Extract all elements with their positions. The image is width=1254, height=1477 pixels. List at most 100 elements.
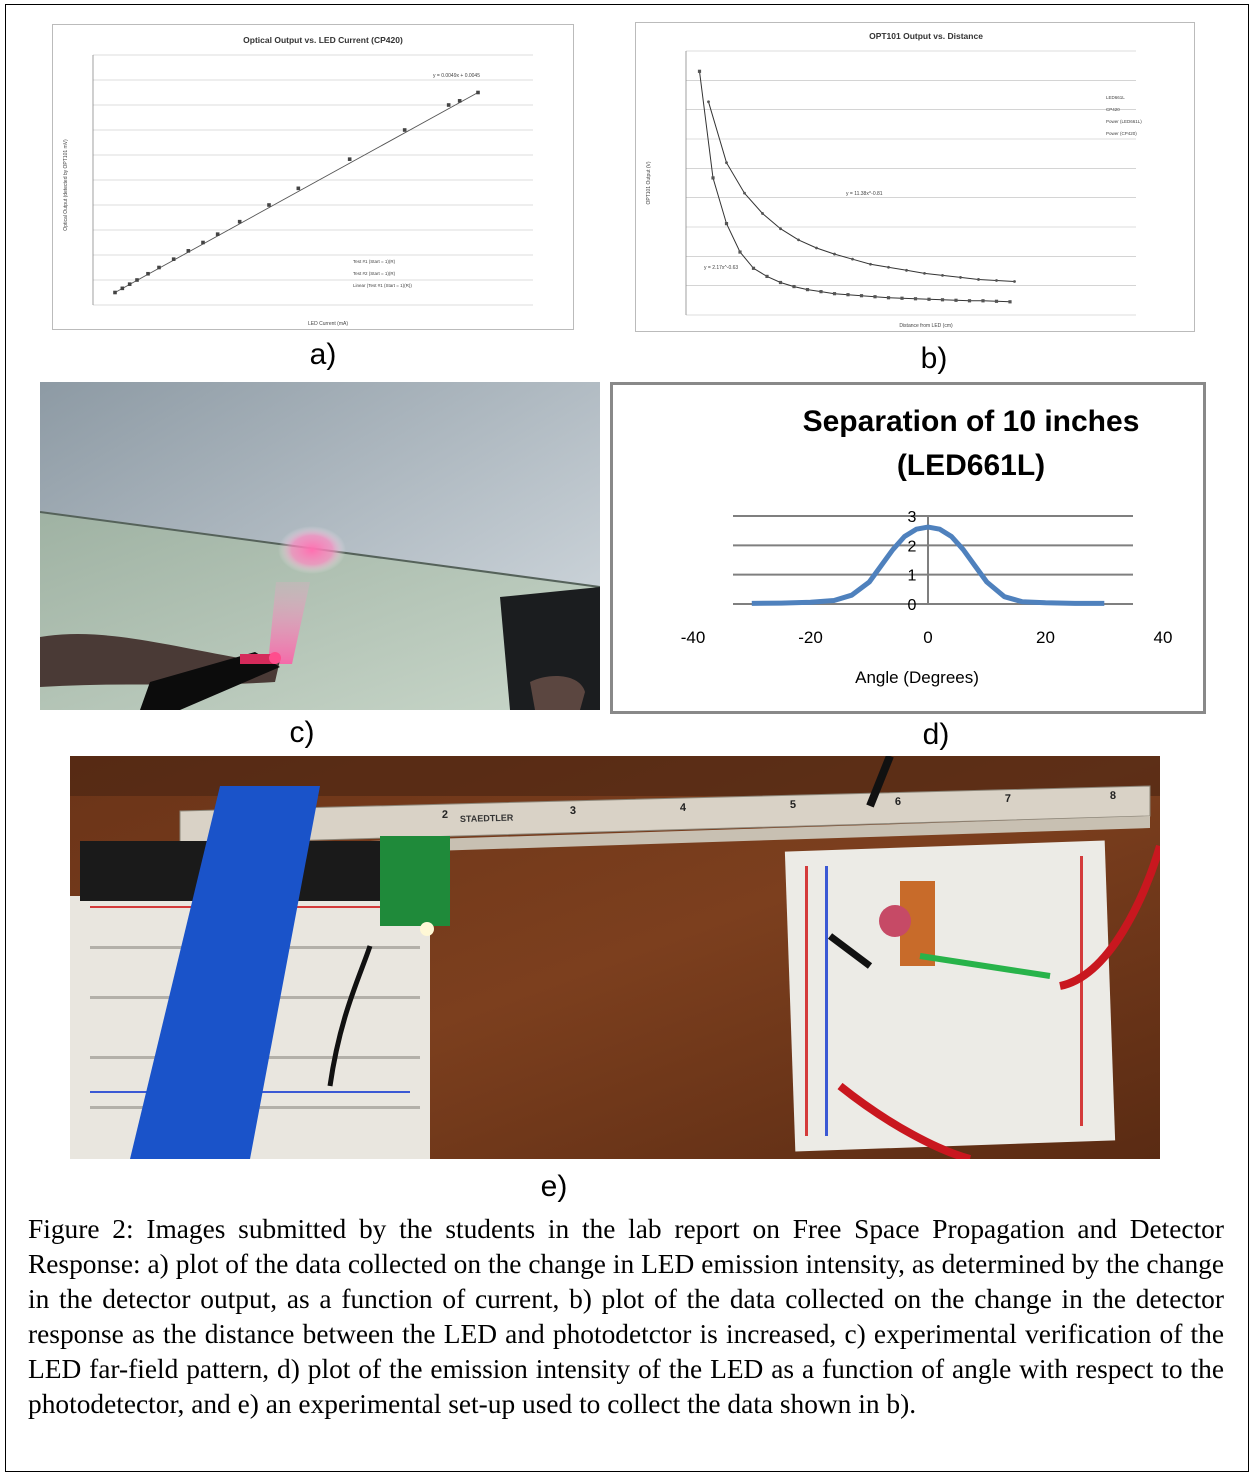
chart-b-point [959, 276, 962, 279]
chart-b-point [751, 266, 756, 270]
chart-a-point [215, 232, 220, 236]
photo-e-image: STAEDTLER 2 3 4 5 6 7 8 [70, 756, 1160, 1159]
chart-d-y-tick: 2 [908, 538, 917, 555]
blue-tape [130, 786, 320, 1159]
chart-d-svg: Separation of 10 inches (LED661L) Angle … [681, 405, 1173, 687]
chart-a-legend-1: Test #2 (Start = 1)(R) [353, 271, 396, 276]
chart-b-point [967, 299, 972, 303]
chart-a-trendline [114, 92, 479, 293]
chart-b-point [923, 271, 926, 275]
chart-a-point [127, 282, 132, 286]
chart-a-point [402, 128, 407, 132]
chart-b-point [887, 265, 890, 269]
chart-a-ylabel: Optical Output (detected by OPT101 mV) [63, 139, 69, 231]
chart-a-point [296, 186, 301, 191]
figure-frame [5, 4, 1249, 1472]
chart-a-point [237, 219, 242, 224]
chart-a-point [457, 99, 462, 103]
chart-b-point [761, 212, 764, 215]
chart-b-legend-1: CP420 [1106, 107, 1120, 112]
chart-a-point [186, 249, 191, 253]
panel-a-chart: Optical Output vs. LED Current (CP420) O… [52, 24, 574, 330]
chart-b-point [859, 294, 864, 298]
chart-b-point [1008, 300, 1012, 304]
chart-b-point [1013, 280, 1016, 283]
label-d: d) [922, 718, 950, 751]
chart-b-point [913, 297, 918, 301]
chart-d-x-tick: -20 [798, 628, 823, 647]
chart-b-point [819, 290, 823, 294]
chart-b-point [779, 227, 782, 231]
chart-b-point [977, 278, 980, 281]
chart-b-point [940, 298, 945, 302]
chart-d-x-tick: 0 [923, 628, 932, 647]
ruler-num-2: 2 [442, 809, 448, 821]
chart-a-equation: y = 0.0049x + 0.0045 [433, 73, 480, 79]
chart-b-point [927, 297, 931, 301]
chart-d-subtitle: (LED661L) [897, 449, 1045, 482]
chart-b-legend-0: LED661L [1106, 95, 1125, 100]
figure-caption: Figure 2: Images submitted by the studen… [28, 1214, 1224, 1419]
chart-a-point [135, 278, 139, 282]
chart-d-x-tick: 40 [1154, 628, 1173, 647]
chart-d-y-tick: 3 [908, 509, 917, 526]
chart-b-point [697, 69, 702, 73]
panel-b-chart: OPT101 Output vs. Distance OPT101 Output… [635, 22, 1195, 332]
chart-b-ylabel: OPT101 Output (V) [646, 161, 652, 204]
chart-d-y-tick: 0 [908, 597, 917, 614]
chart-b-point [797, 238, 800, 242]
chart-b-point [707, 100, 710, 104]
chart-a-point [120, 286, 125, 291]
chart-b-point [869, 262, 872, 266]
photo-c-led-beam [40, 382, 600, 710]
chart-b-point [778, 280, 783, 285]
chart-b-series-line [708, 101, 1015, 282]
chart-a-point [113, 290, 117, 295]
chart-b-point [738, 250, 742, 254]
chart-a-point [201, 240, 205, 245]
ruler-num-6: 6 [895, 796, 901, 808]
ruler-num-7: 7 [1005, 793, 1011, 805]
chart-b-point [954, 298, 958, 302]
chart-b-point [995, 279, 998, 282]
chart-a-point [157, 265, 161, 270]
chart-b-point [724, 222, 729, 226]
right-breadboard [784, 840, 1116, 1152]
ruler-num-3: 3 [570, 805, 576, 817]
chart-b-point [981, 299, 985, 303]
ruler-num-4: 4 [680, 802, 687, 814]
photo-e-experimental-setup: STAEDTLER 2 3 4 5 6 7 8 [70, 756, 1160, 1159]
chart-b-point [851, 257, 854, 261]
label-c: c) [289, 716, 315, 749]
chart-b-point [873, 295, 877, 299]
label-a: a) [309, 338, 337, 371]
chart-b-title: OPT101 Output vs. Distance [869, 31, 983, 41]
label-e: e) [540, 1170, 568, 1203]
ruler-num-8: 8 [1110, 790, 1116, 802]
chart-b-point [711, 176, 715, 180]
chart-b-point [743, 191, 746, 195]
chart-b-point [792, 284, 796, 289]
chart-b-point [900, 296, 904, 300]
label-b: b) [920, 342, 948, 375]
chart-b-equation-1: y = 2.17x^-0.63 [704, 265, 738, 271]
chart-a-point [171, 257, 176, 261]
chart-b-series-line [699, 71, 1011, 303]
chart-b-point [805, 288, 810, 292]
chart-b-legend-2: Power (LED661L) [1106, 119, 1142, 124]
chart-d-series-line [751, 524, 1105, 606]
chart-d-title: Separation of 10 inches [803, 405, 1140, 438]
chart-a-point [347, 157, 352, 161]
panel-d-chart: Separation of 10 inches (LED661L) Angle … [610, 382, 1206, 714]
chart-b-point [905, 268, 908, 272]
chart-d-y-tick: 1 [908, 568, 917, 585]
chart-b-legend: LED661L CP420 Power (LED661L) Power (CP4… [1106, 95, 1142, 136]
chart-a-point [476, 90, 480, 95]
chart-b-point [765, 274, 769, 279]
chart-a-svg: Optical Output vs. LED Current (CP420) O… [63, 35, 533, 327]
chart-b-point [833, 252, 836, 256]
chart-b-point [994, 299, 999, 303]
chart-a-xlabel: LED Current (mA) [308, 321, 348, 327]
photo-c-image [40, 382, 600, 710]
chart-b-xlabel: Distance from LED (cm) [899, 323, 953, 329]
